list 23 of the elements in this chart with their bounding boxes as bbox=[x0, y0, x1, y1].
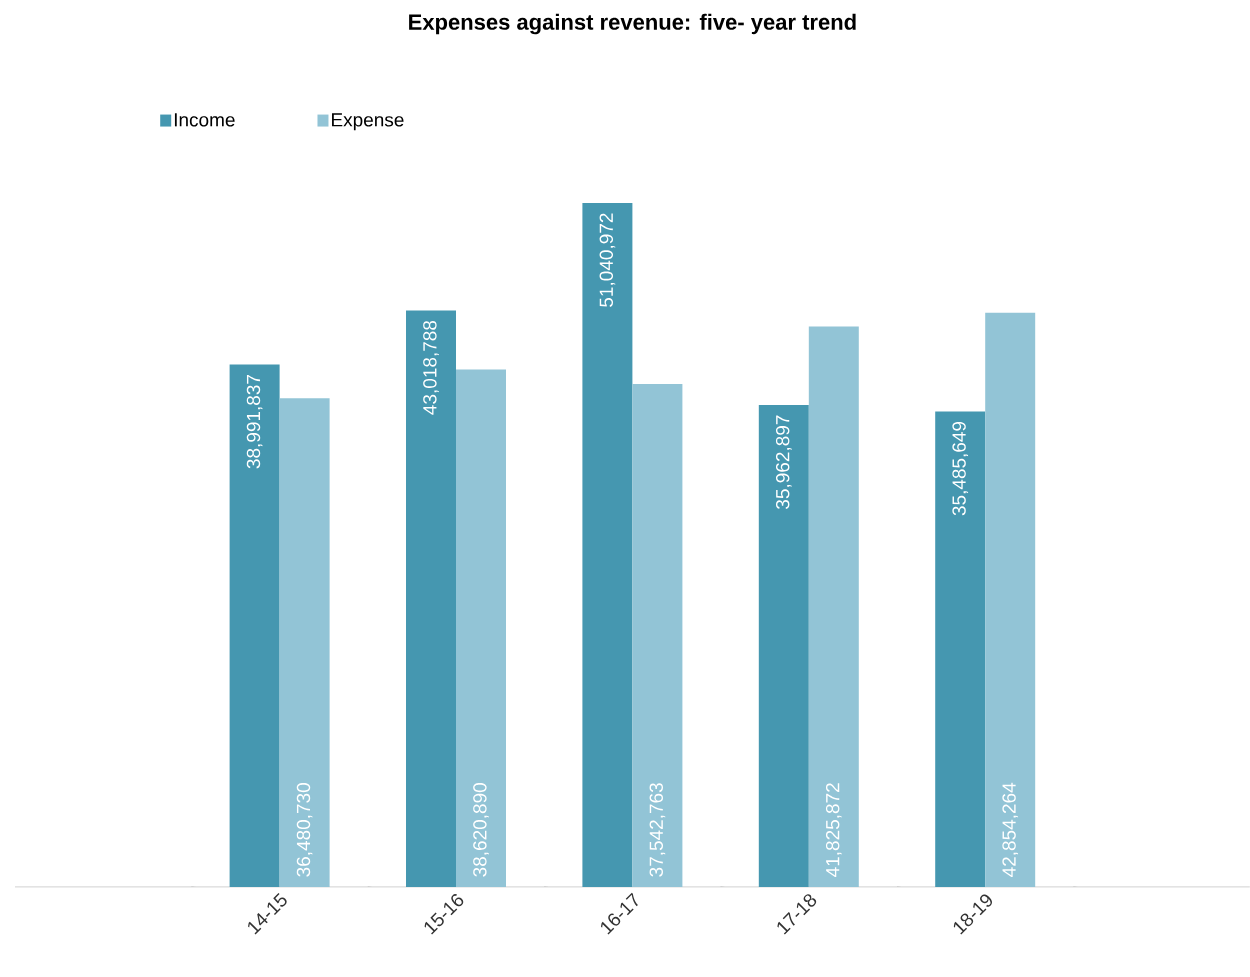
bar bbox=[279, 398, 330, 887]
data-label: 42,854,264 bbox=[1002, 782, 1019, 877]
bar bbox=[632, 383, 683, 887]
bar bbox=[758, 405, 809, 887]
bar bbox=[935, 411, 986, 887]
data-label: 35,962,897 bbox=[775, 415, 792, 510]
data-label: 37,542,763 bbox=[649, 783, 666, 877]
bar bbox=[406, 310, 457, 887]
bar bbox=[456, 369, 506, 887]
data-label: 38,991,837 bbox=[246, 375, 263, 469]
bar bbox=[229, 364, 280, 887]
data-label: 36,480,730 bbox=[296, 783, 313, 877]
legend-label: Expense bbox=[332, 113, 404, 131]
data-label: 51,040,972 bbox=[599, 213, 616, 307]
bar bbox=[582, 203, 633, 887]
data-label: 41,825,872 bbox=[825, 783, 842, 877]
data-label: 43,018,788 bbox=[423, 320, 439, 415]
data-label: 35,485,649 bbox=[952, 421, 969, 516]
bar bbox=[985, 312, 1036, 887]
chart-title: Expenses against revenue: five- year trend bbox=[409, 13, 856, 35]
legend-label: Income bbox=[174, 113, 235, 127]
bar bbox=[808, 326, 859, 887]
data-label: 38,620,890 bbox=[473, 783, 489, 877]
